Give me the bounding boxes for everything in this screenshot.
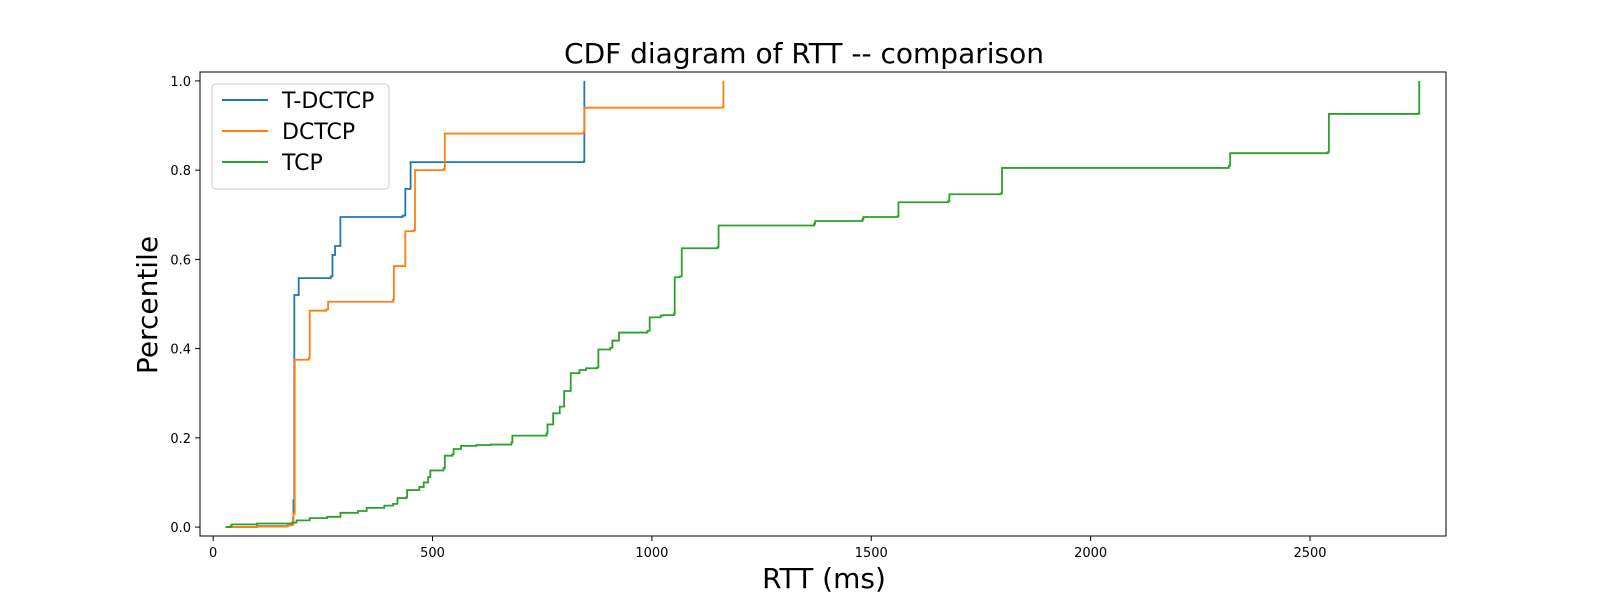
chart-title: CDF diagram of RTT -- comparison [564, 37, 1044, 70]
x-tick-label: 0 [209, 546, 217, 561]
plot-frame [199, 71, 1447, 537]
series-line-dctcp [226, 80, 725, 528]
x-axis-label: RTT (ms) [762, 562, 886, 595]
series-line-tcp [225, 80, 1421, 528]
x-tick-label: 2000 [1074, 546, 1107, 561]
y-axis-label: Percentile [131, 236, 164, 374]
x-tick-label: 500 [420, 546, 445, 561]
x-tick-label: 2500 [1293, 546, 1326, 561]
y-tick-label: 1.0 [170, 75, 191, 90]
x-axis-ticks: 0 500 1000 1500 2000 2500 [209, 536, 1327, 561]
y-axis-ticks: 0.0 0.2 0.4 0.6 0.8 1.0 [170, 75, 200, 536]
legend-label: TCP [281, 151, 323, 176]
y-tick-label: 0.0 [170, 521, 191, 536]
y-tick-label: 0.4 [170, 343, 191, 358]
y-tick-label: 0.6 [170, 253, 191, 268]
legend-label: T-DCTCP [281, 89, 374, 114]
y-tick-label: 0.8 [170, 164, 191, 179]
x-tick-label: 1000 [635, 546, 668, 561]
series-layer [225, 80, 1421, 528]
legend: T-DCTCP DCTCP TCP [211, 83, 390, 190]
y-tick-label: 0.2 [170, 432, 191, 447]
legend-label: DCTCP [282, 120, 355, 145]
x-tick-label: 1500 [855, 546, 888, 561]
